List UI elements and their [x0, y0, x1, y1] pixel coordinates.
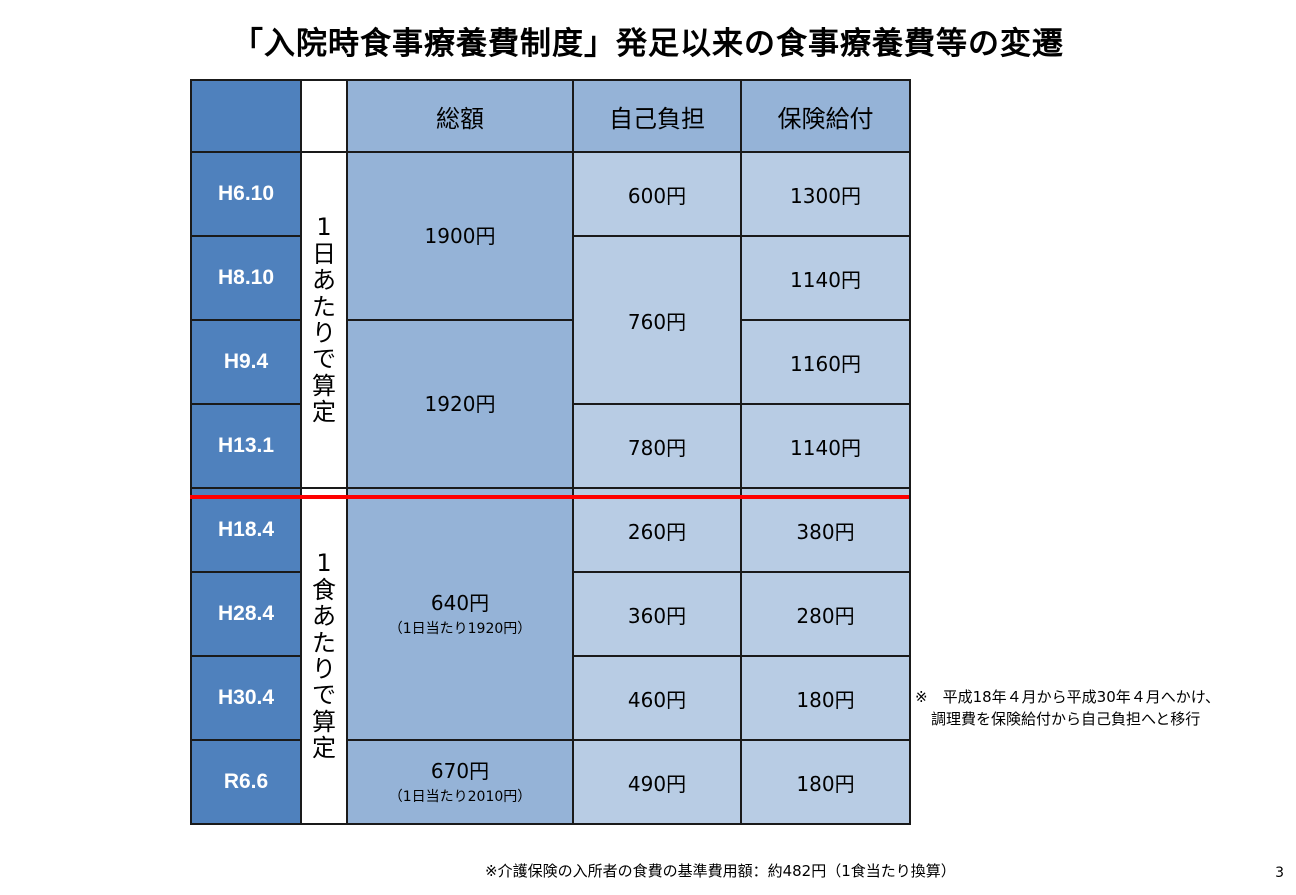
transition-note: ※ 平成18年４月から平成30年４月へかけ、 調理費を保険給付から自己負担へと移… — [915, 687, 1290, 731]
era-cell: H30.4 — [190, 655, 302, 741]
meal-cost-table: 総額 自己負担 保険給付 H6.10 1日あたりで算定 1900円 600円 1… — [190, 79, 911, 825]
era-cell: H8.10 — [190, 235, 302, 321]
insurance-cell: 180円 — [740, 655, 911, 741]
insurance-cell: 280円 — [740, 571, 911, 657]
table-row: H8.10 760円 1140円 — [190, 235, 911, 405]
total-value: 670円 — [430, 758, 490, 783]
era-cell: H13.1 — [190, 403, 302, 489]
insurance-cell: 1140円 — [740, 403, 911, 489]
header-blank — [300, 79, 348, 153]
header-corner — [190, 79, 302, 153]
table-row: H30.4 460円 180円 — [190, 655, 911, 741]
total-value: 640 — [430, 590, 470, 615]
total-note: （1日当たり2010円） — [388, 788, 532, 805]
unit-label-per-day: 1日あたりで算定 — [300, 151, 348, 489]
self-pay-cell: 460円 — [572, 655, 742, 741]
insurance-cell: 1300円 — [740, 151, 911, 237]
total-cell: 1900円 — [346, 151, 574, 321]
era-cell: H9.4 — [190, 319, 302, 405]
unit-label-text: 1日あたりで算定 — [312, 213, 336, 427]
era-cell: H18.4 — [190, 487, 302, 573]
page-number: 3 — [1275, 865, 1284, 881]
total-note: （1日当たり1920円） — [388, 620, 532, 637]
total-unit: 円 — [469, 590, 490, 615]
insurance-cell: 380円 — [740, 487, 911, 573]
table-row: H13.1 780円 1140円 — [190, 403, 911, 489]
insurance-cell: 1140円 — [740, 235, 911, 321]
note-line-2: 調理費を保険給付から自己負担へと移行 — [931, 709, 1201, 728]
unit-label-per-meal: 1食あたりで算定 — [300, 487, 348, 825]
header-self-pay: 自己負担 — [572, 79, 742, 153]
era-cell: H6.10 — [190, 151, 302, 237]
era-cell: H28.4 — [190, 571, 302, 657]
insurance-cell: 180円 — [740, 739, 911, 825]
era-cell: R6.6 — [190, 739, 302, 825]
total-cell: 1920円 — [346, 319, 574, 489]
divider-line — [190, 495, 909, 499]
unit-label-text: 1食あたりで算定 — [312, 549, 336, 763]
table-row: H18.4 1食あたりで算定 640円 （1日当たり1920円） 260円 38… — [190, 487, 911, 825]
header-total: 総額 — [346, 79, 574, 153]
self-pay-cell: 760円 — [572, 235, 742, 405]
self-pay-cell: 490円 — [572, 739, 742, 825]
note-line-1: ※ 平成18年４月から平成30年４月へかけ、 — [915, 688, 1220, 706]
table-row: H9.4 1920円 1160円 — [190, 319, 911, 489]
table-row: H6.10 1日あたりで算定 1900円 600円 1300円 — [190, 151, 911, 489]
footnote: ※介護保険の入所者の食費の基準費用額：約482円（1食当たり換算） — [485, 862, 956, 880]
page-title: 「入院時食事療養費制度」発足以来の食事療養費等の変遷 — [232, 26, 1064, 62]
self-pay-cell: 360円 — [572, 571, 742, 657]
self-pay-cell: 600円 — [572, 151, 742, 237]
table-row: H28.4 360円 280円 — [190, 571, 911, 657]
self-pay-cell: 260円 — [572, 487, 742, 573]
table-row: R6.6 670円 （1日当たり2010円） 490円 180円 — [190, 739, 911, 825]
total-cell: 640円 （1日当たり1920円） — [346, 487, 574, 741]
header-insurance: 保険給付 — [740, 79, 911, 153]
self-pay-cell: 780円 — [572, 403, 742, 489]
total-cell: 670円 （1日当たり2010円） — [346, 739, 574, 825]
insurance-cell: 1160円 — [740, 319, 911, 405]
header-row: 総額 自己負担 保険給付 — [190, 79, 911, 153]
